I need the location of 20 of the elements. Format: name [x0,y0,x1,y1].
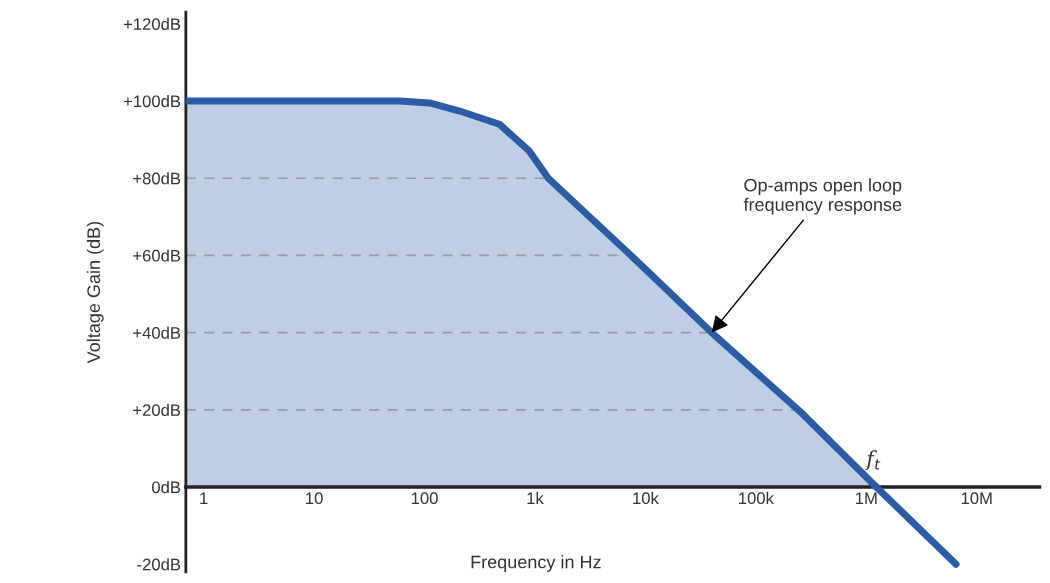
x-tick-label: 1 [200,492,208,504]
x-tick-label: 100 [411,492,438,505]
y-tick-label: +100dB [123,94,181,108]
y-tick-label: +120dB [123,17,181,31]
y-tick-label: +20dB [133,403,181,417]
x-tick-label: 10 [306,492,323,505]
x-axis-title: Frequency in Hz [471,555,601,572]
annotation: Op-amps open loop frequency response [743,178,902,215]
y-tick-label: +40dB [133,326,181,339]
annotation: f$_{t}$ [864,450,881,471]
y-tick-label: +60dB [133,249,181,262]
y-tick-label: -20dB [137,558,181,571]
x-tick-label: 1M [856,492,877,504]
x-tick-label: 1k [527,491,544,504]
y-tick-label: +80dB [133,172,181,185]
x-tick-label: 100k [739,491,774,505]
y-tick-label: 0dB [151,480,181,494]
y-axis-title: Voltage Gain (dB) [86,221,104,364]
x-tick-label: 10M [961,492,992,505]
x-tick-label: 10k [633,491,659,505]
